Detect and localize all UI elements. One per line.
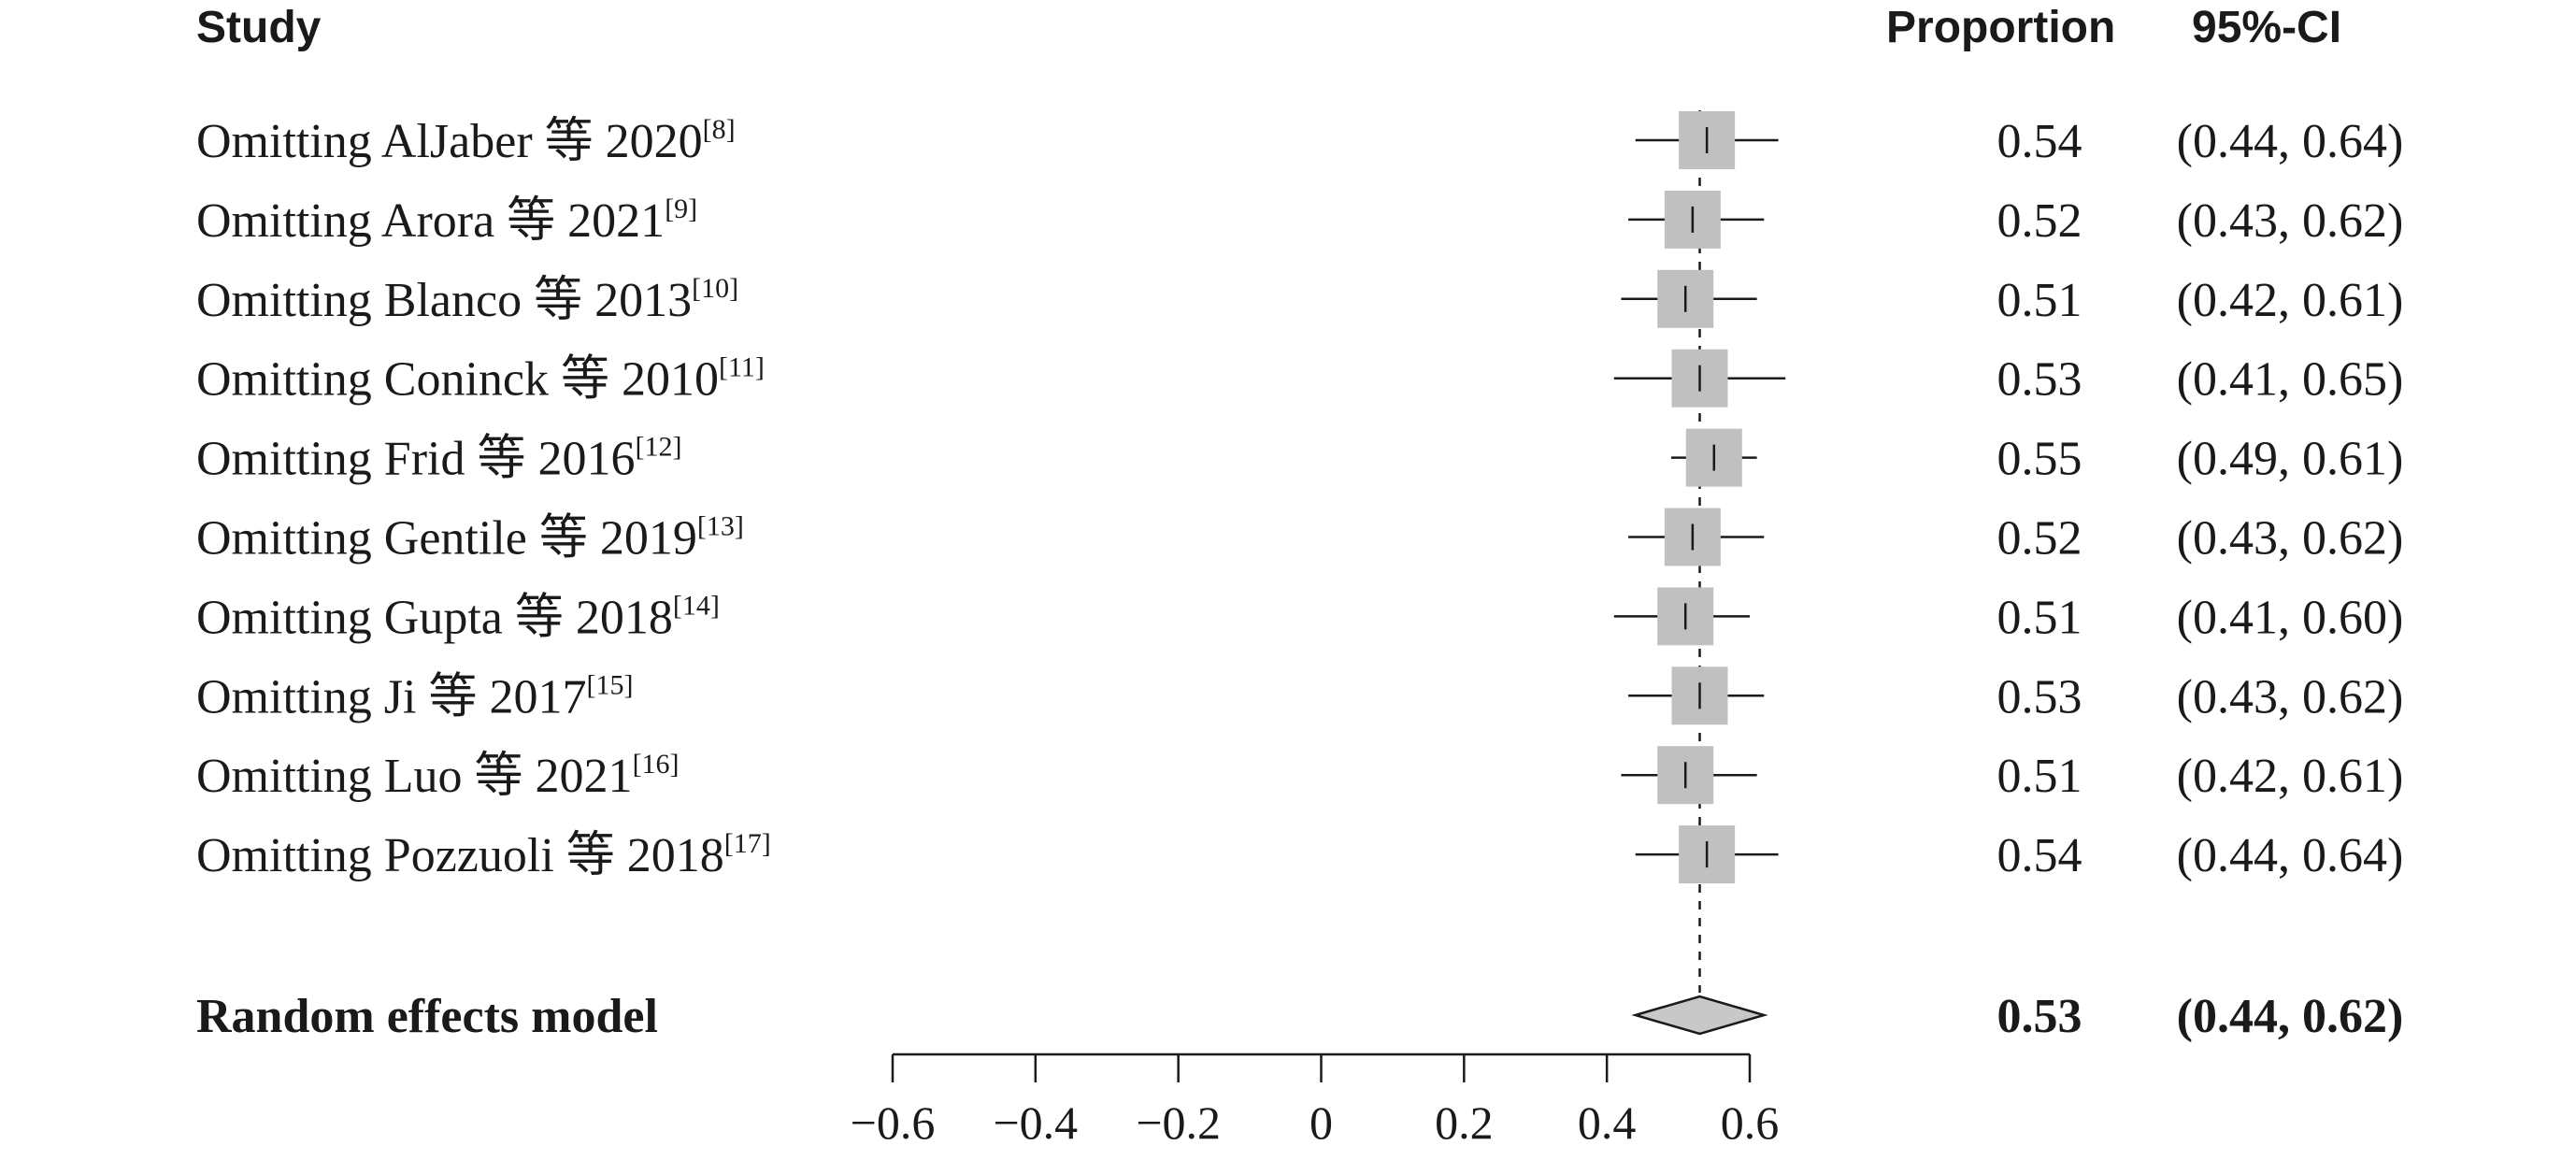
study-reference: [14] [673,590,720,621]
ci-value: (0.41, 0.60) [2177,591,2404,644]
study-rows: Omitting AlJaber 等 2020[8] 0.54 (0.44, 0.6… [196,114,2403,1043]
summary-ci: (0.44, 0.62) [2177,990,2404,1043]
study-name: Omitting Frid 等 2016 [196,433,635,486]
proportion-value: 0.53 [1997,353,2082,407]
proportion-value: 0.54 [1997,829,2082,882]
ci-value: (0.43, 0.62) [2177,194,2404,248]
study-name: Omitting Coninck 等 2010 [196,353,719,407]
x-tick-label: −0.4 [993,1096,1078,1149]
x-tick-label: 0.4 [1578,1096,1637,1149]
x-tick-label: 0.2 [1435,1096,1494,1149]
study-label: Omitting Frid 等 2016[12] [196,432,681,486]
proportion-value: 0.51 [1997,274,2082,327]
x-tick-label: −0.2 [1136,1096,1221,1149]
study-label: Omitting Ji 等 2017[15] [196,669,633,723]
x-tick-label: 0 [1309,1096,1333,1149]
x-tick-label: −0.6 [851,1096,936,1149]
summary-proportion: 0.53 [1997,990,2082,1043]
study-label: Omitting Gentile 等 2019[13] [196,511,744,566]
study-name: Omitting Ji 等 2017 [196,670,586,723]
x-tick-label: 0.6 [1721,1096,1780,1149]
study-label: Omitting Luo 等 2021[16] [196,749,680,803]
proportion-value: 0.55 [1997,433,2082,486]
study-reference: [8] [703,114,736,145]
study-name: Omitting Arora 等 2021 [196,194,665,248]
study-reference: [13] [697,511,744,542]
study-reference: [10] [692,273,738,304]
study-name: Omitting Pozzuoli 等 2018 [196,829,724,882]
study-reference: [15] [586,669,633,700]
ci-value: (0.43, 0.62) [2177,670,2404,723]
proportion-value: 0.52 [1997,194,2082,248]
proportion-value: 0.51 [1997,750,2082,803]
x-axis: −0.6 −0.4 −0.2 0 0.2 0.4 0.6 [851,1053,1780,1149]
plot-area [1613,110,1786,1036]
study-reference: [11] [719,352,765,383]
study-label: Omitting Gupta 等 2018[14] [196,590,720,644]
study-label: Omitting Arora 等 2021[9] [196,193,697,248]
summary-diamond [1631,995,1768,1036]
study-reference: [17] [724,828,771,859]
summary-label: Random effects model [196,990,658,1043]
proportion-value: 0.54 [1997,115,2082,168]
ci-value: (0.41, 0.65) [2177,353,2404,407]
study-reference: [16] [633,749,680,780]
column-headers: Study Proportion 95%-CI [196,3,2341,52]
study-reference: [12] [635,432,681,463]
proportion-value: 0.51 [1997,591,2082,644]
study-label: Omitting Blanco 等 2013[10] [196,273,738,327]
header-proportion: Proportion [1886,3,2115,52]
study-name: Omitting AlJaber 等 2020 [196,115,703,168]
proportion-value: 0.53 [1997,670,2082,723]
study-label: Omitting Pozzuoli 等 2018[17] [196,828,771,882]
ci-value: (0.42, 0.61) [2177,274,2404,327]
header-study: Study [196,3,322,52]
ci-value: (0.42, 0.61) [2177,750,2404,803]
study-label: Omitting Coninck 等 2010[11] [196,352,765,407]
ci-value: (0.44, 0.64) [2177,115,2404,168]
ci-value: (0.49, 0.61) [2177,433,2404,486]
study-name: Omitting Luo 等 2021 [196,750,633,803]
ci-value: (0.44, 0.64) [2177,829,2404,882]
study-name: Omitting Blanco 等 2013 [196,274,692,327]
study-reference: [9] [665,193,697,224]
proportion-value: 0.52 [1997,512,2082,566]
header-ci: 95%-CI [2192,3,2341,52]
ci-value: (0.43, 0.62) [2177,512,2404,566]
study-name: Omitting Gupta 等 2018 [196,591,673,644]
study-name: Omitting Gentile 等 2019 [196,512,697,566]
study-label: Omitting AlJaber 等 2020[8] [196,114,736,168]
